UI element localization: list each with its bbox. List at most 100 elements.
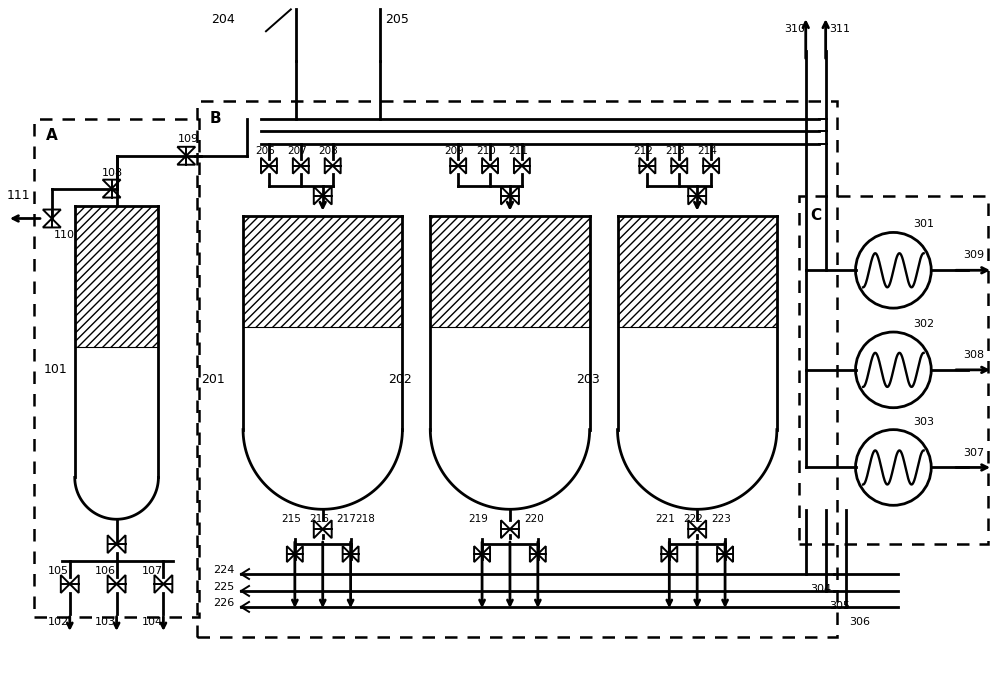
Text: 107: 107 — [141, 566, 163, 576]
Polygon shape — [458, 158, 466, 174]
Polygon shape — [688, 521, 697, 538]
Polygon shape — [697, 521, 706, 538]
Text: 307: 307 — [963, 448, 984, 458]
Polygon shape — [108, 535, 117, 553]
Text: 106: 106 — [95, 566, 116, 576]
Polygon shape — [671, 158, 679, 174]
Text: 208: 208 — [319, 146, 338, 155]
Text: 205: 205 — [385, 13, 409, 26]
Text: 301: 301 — [913, 220, 934, 229]
Text: 303: 303 — [913, 416, 934, 427]
Text: 310: 310 — [784, 24, 805, 34]
Polygon shape — [725, 546, 733, 562]
Polygon shape — [679, 158, 687, 174]
Polygon shape — [703, 158, 711, 174]
Polygon shape — [514, 158, 522, 174]
Text: 211: 211 — [508, 146, 528, 155]
Text: 226: 226 — [213, 598, 234, 608]
Polygon shape — [314, 521, 323, 538]
Text: 216: 216 — [309, 514, 329, 525]
Polygon shape — [163, 575, 172, 593]
Polygon shape — [450, 158, 458, 174]
Polygon shape — [333, 158, 341, 174]
Text: 101: 101 — [44, 364, 68, 377]
Text: 305: 305 — [830, 601, 851, 611]
Text: C: C — [811, 208, 822, 223]
Bar — [430, 216, 590, 327]
Text: 209: 209 — [444, 146, 464, 155]
Polygon shape — [287, 546, 295, 562]
Text: 309: 309 — [963, 250, 984, 260]
Text: 210: 210 — [476, 146, 496, 155]
Text: 217: 217 — [337, 514, 357, 525]
Text: 203: 203 — [576, 373, 599, 386]
Text: 102: 102 — [48, 617, 69, 627]
Polygon shape — [103, 189, 121, 197]
Text: 104: 104 — [141, 617, 163, 627]
Polygon shape — [103, 180, 121, 189]
Polygon shape — [293, 158, 301, 174]
Text: 108: 108 — [102, 168, 123, 178]
Bar — [618, 216, 777, 327]
Bar — [243, 216, 402, 327]
Polygon shape — [717, 546, 725, 562]
Text: 311: 311 — [830, 24, 851, 34]
Text: 306: 306 — [850, 617, 871, 627]
Polygon shape — [70, 575, 79, 593]
Polygon shape — [711, 158, 719, 174]
Polygon shape — [510, 187, 519, 205]
Text: A: A — [46, 128, 58, 143]
Polygon shape — [61, 575, 70, 593]
Text: 213: 213 — [665, 146, 685, 155]
Polygon shape — [314, 187, 323, 205]
Polygon shape — [482, 546, 490, 562]
Text: 215: 215 — [281, 514, 301, 525]
Polygon shape — [474, 546, 482, 562]
Polygon shape — [530, 546, 538, 562]
Polygon shape — [117, 575, 126, 593]
Polygon shape — [501, 521, 510, 538]
Polygon shape — [482, 158, 490, 174]
Polygon shape — [688, 187, 697, 205]
Polygon shape — [154, 575, 163, 593]
Polygon shape — [490, 158, 498, 174]
Bar — [75, 206, 158, 347]
Text: 218: 218 — [356, 514, 375, 525]
Text: 105: 105 — [48, 566, 69, 576]
Text: 219: 219 — [468, 514, 488, 525]
Polygon shape — [108, 575, 117, 593]
Text: 103: 103 — [95, 617, 116, 627]
Polygon shape — [697, 187, 706, 205]
Polygon shape — [177, 147, 195, 155]
Polygon shape — [538, 546, 546, 562]
Polygon shape — [325, 158, 333, 174]
Polygon shape — [510, 521, 519, 538]
Text: 308: 308 — [963, 350, 984, 360]
Polygon shape — [343, 546, 351, 562]
Polygon shape — [117, 535, 126, 553]
Text: 220: 220 — [524, 514, 544, 525]
Polygon shape — [669, 546, 677, 562]
Text: 304: 304 — [810, 584, 831, 594]
Text: 223: 223 — [711, 514, 731, 525]
Text: 204: 204 — [211, 13, 235, 26]
Circle shape — [856, 233, 931, 308]
Polygon shape — [43, 218, 61, 227]
Text: 221: 221 — [655, 514, 675, 525]
Polygon shape — [177, 155, 195, 165]
Polygon shape — [323, 187, 332, 205]
Circle shape — [856, 430, 931, 505]
Text: 225: 225 — [213, 582, 234, 592]
Polygon shape — [647, 158, 655, 174]
Polygon shape — [269, 158, 277, 174]
Polygon shape — [639, 158, 647, 174]
Text: 110: 110 — [54, 231, 75, 241]
Text: 222: 222 — [683, 514, 703, 525]
Text: 224: 224 — [213, 565, 235, 575]
Polygon shape — [501, 187, 510, 205]
Polygon shape — [43, 210, 61, 218]
Text: 109: 109 — [177, 134, 198, 144]
Circle shape — [856, 332, 931, 408]
Polygon shape — [301, 158, 309, 174]
Text: 302: 302 — [913, 319, 934, 329]
